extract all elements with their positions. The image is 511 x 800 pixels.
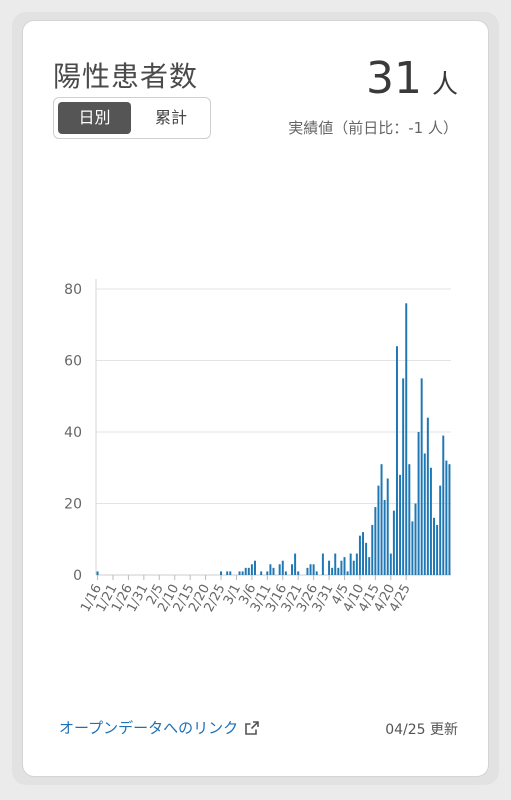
bar xyxy=(321,553,324,575)
bar xyxy=(340,560,343,575)
bar xyxy=(328,560,331,575)
day-over-day-note: 実績値（前日比：-1 人） xyxy=(288,119,458,137)
y-tick-label: 80 xyxy=(64,282,82,298)
bar xyxy=(417,432,420,575)
last-updated: 04/25 更新 xyxy=(385,722,458,738)
bar xyxy=(392,510,395,575)
bar xyxy=(442,435,445,575)
bar xyxy=(334,553,337,575)
bar xyxy=(408,464,411,575)
headline-number: 31 xyxy=(365,53,422,104)
bar xyxy=(96,571,99,575)
bar xyxy=(281,560,284,575)
open-data-link[interactable]: オープンデータへのリンク xyxy=(59,717,260,740)
bar xyxy=(423,453,426,575)
bar xyxy=(429,467,432,575)
bar xyxy=(383,499,386,575)
bar xyxy=(309,564,312,575)
bar xyxy=(294,553,297,575)
bar xyxy=(362,532,365,575)
bar xyxy=(247,567,250,575)
bar xyxy=(402,378,405,575)
bar xyxy=(411,521,414,575)
bar xyxy=(253,560,256,575)
y-tick-label: 0 xyxy=(73,568,82,584)
headline-unit: 人 xyxy=(431,70,458,100)
bar xyxy=(315,571,318,575)
bar xyxy=(365,542,368,575)
y-tick-label: 60 xyxy=(64,354,82,370)
bar xyxy=(331,567,334,575)
bar xyxy=(405,303,408,575)
bar xyxy=(448,464,451,575)
toggle-cumulative-button[interactable]: 累計 xyxy=(154,108,187,127)
bar xyxy=(355,553,358,575)
open-data-link-label: オープンデータへのリンク xyxy=(59,719,239,737)
bar xyxy=(297,571,300,575)
bar xyxy=(436,524,439,575)
bar xyxy=(238,571,241,575)
bar xyxy=(343,557,346,575)
bar xyxy=(433,517,436,575)
bar xyxy=(420,378,423,575)
bar xyxy=(278,564,281,575)
bar xyxy=(312,564,315,575)
bar xyxy=(250,564,253,575)
bar xyxy=(358,535,361,575)
bar xyxy=(346,571,349,575)
bar xyxy=(306,567,309,575)
bar xyxy=(377,485,380,575)
bar xyxy=(352,560,355,575)
bar xyxy=(374,507,377,575)
bar xyxy=(266,571,269,575)
positive-cases-card: 陽性患者数 日別 累計 31 人 実績値（前日比：-1 人） 0 20 40 60 80 1… xyxy=(22,20,489,777)
bar xyxy=(426,417,429,575)
bar xyxy=(439,485,442,575)
bar xyxy=(229,571,232,575)
bar xyxy=(337,567,340,575)
bar xyxy=(445,460,448,575)
bar xyxy=(386,478,389,575)
bar xyxy=(244,567,247,575)
bar xyxy=(241,571,244,575)
bar xyxy=(371,524,374,575)
bar xyxy=(291,564,294,575)
toggle-daily-button[interactable]: 日別 xyxy=(58,102,131,134)
bar xyxy=(414,503,417,575)
bar xyxy=(395,346,398,575)
bar xyxy=(269,564,272,575)
y-tick-label: 20 xyxy=(64,497,82,513)
bar xyxy=(368,557,371,575)
y-tick-label: 40 xyxy=(64,425,82,441)
bar xyxy=(226,571,229,575)
bar xyxy=(380,464,383,575)
bar xyxy=(220,571,223,575)
bar xyxy=(389,553,392,575)
bar xyxy=(272,567,275,575)
daily-bar-chart: 0204060801/161/211/261/312/52/102/152/20… xyxy=(64,279,451,615)
bar xyxy=(349,553,352,575)
external-link-icon xyxy=(244,720,260,740)
bar xyxy=(284,571,287,575)
view-toggle: 日別 累計 xyxy=(53,97,211,139)
bar xyxy=(399,474,402,575)
headline-value: 31 人 xyxy=(366,53,458,104)
bar xyxy=(260,571,263,575)
card-title: 陽性患者数 xyxy=(53,60,199,93)
